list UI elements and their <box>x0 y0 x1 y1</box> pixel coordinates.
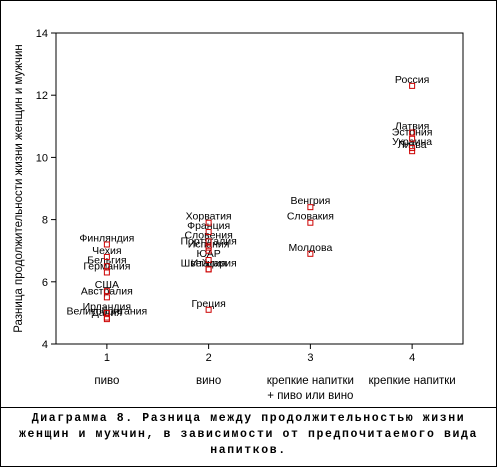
data-point <box>205 306 212 313</box>
point-label: Словения <box>184 229 232 241</box>
point-label: Великобритания <box>67 306 148 318</box>
data-point <box>205 238 212 245</box>
category-label: крепкие напитки <box>267 375 354 387</box>
data-point <box>205 244 212 251</box>
data-point <box>409 145 416 152</box>
data-point <box>205 257 212 264</box>
point-label: Эстония <box>392 127 433 139</box>
x-tick-label: 4 <box>409 352 415 364</box>
point-label: Италия <box>191 257 227 269</box>
x-tick-label: 1 <box>104 352 110 364</box>
point-label: Хорватия <box>186 211 232 223</box>
data-point <box>103 241 110 248</box>
data-point <box>205 219 212 226</box>
data-point <box>409 129 416 136</box>
y-tick-label: 14 <box>36 28 48 40</box>
point-label: Словакия <box>287 211 334 223</box>
point-label: Португалия <box>180 236 236 248</box>
figure-caption: Диаграмма 8. Разница между продолжительн… <box>18 412 479 457</box>
point-label: Украина <box>392 136 432 148</box>
point-label: Греция <box>191 298 225 310</box>
caption-box: Диаграмма 8. Разница между продолжительн… <box>1 407 496 466</box>
point-label: Венгрия <box>290 195 330 207</box>
data-point <box>307 204 314 211</box>
y-tick-label: 8 <box>42 215 48 227</box>
point-label: Латвия <box>395 121 429 133</box>
point-label: Германия <box>83 260 130 272</box>
data-point <box>103 263 110 270</box>
category-label: вино <box>196 375 221 387</box>
x-tick-label: 3 <box>307 352 313 364</box>
point-label: ЮАР <box>196 248 220 260</box>
point-label: Финляндия <box>79 232 134 244</box>
point-label: Россия <box>395 74 429 86</box>
data-point <box>103 316 110 323</box>
data-point <box>409 135 416 142</box>
category-label: крепкие напитки <box>369 375 456 387</box>
data-point <box>103 253 110 260</box>
point-label: Франция <box>187 220 230 232</box>
y-axis-title: Разница продолжительности жизни женщин и… <box>13 44 25 333</box>
y-tick-label: 4 <box>42 339 48 351</box>
category-label: + пиво или вино <box>267 390 353 402</box>
point-label: Молдова <box>288 242 332 254</box>
point-label: Ирландия <box>83 301 131 313</box>
y-tick-label: 10 <box>36 152 48 164</box>
plot-area-frame <box>55 32 464 345</box>
point-label: Австралия <box>81 285 133 297</box>
point-label: Бельгия <box>87 254 126 266</box>
data-point <box>409 82 416 89</box>
point-label: США <box>95 279 119 291</box>
data-point <box>205 266 212 273</box>
point-label: Швейцария <box>181 257 237 269</box>
data-point <box>103 294 110 301</box>
point-label: Чехия <box>92 245 121 257</box>
data-point <box>205 229 212 236</box>
y-tick-label: 12 <box>36 90 48 102</box>
y-tick-label: 6 <box>42 277 48 289</box>
category-label: пиво <box>94 375 119 387</box>
data-point <box>103 269 110 276</box>
data-point <box>307 250 314 257</box>
point-label: Дания <box>92 307 122 319</box>
data-point <box>205 247 212 254</box>
data-points <box>103 82 416 323</box>
data-point <box>307 219 314 226</box>
data-point <box>103 288 110 295</box>
x-tick-label: 2 <box>206 352 212 364</box>
data-point <box>409 148 416 155</box>
